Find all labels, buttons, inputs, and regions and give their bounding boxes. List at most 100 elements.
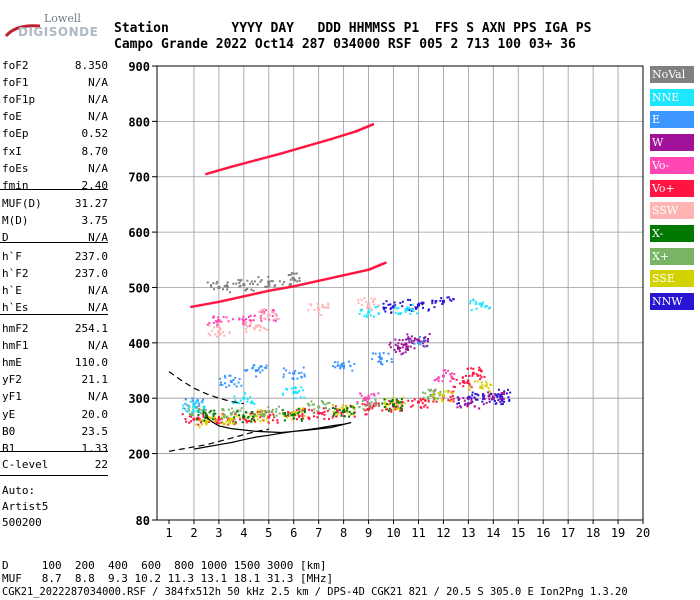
echo-point — [410, 339, 413, 342]
echo-point — [216, 421, 219, 424]
echo-point — [444, 369, 447, 372]
echo-point — [501, 403, 504, 406]
echo-point — [188, 421, 191, 424]
echo-point — [241, 421, 244, 424]
echo-point — [467, 397, 470, 400]
trace-point — [292, 285, 295, 288]
param-row: foF1 N/A — [2, 76, 108, 92]
echo-point — [271, 309, 274, 312]
echo-point — [238, 402, 241, 405]
echo-point — [222, 315, 225, 318]
echo-point — [218, 328, 221, 331]
echo-point — [364, 404, 367, 407]
trace-point — [199, 304, 202, 307]
echo-point — [266, 328, 269, 331]
echo-point — [261, 369, 264, 372]
echo-point — [228, 331, 231, 334]
echo-point — [371, 300, 374, 303]
echo-point — [302, 417, 305, 420]
echo-point — [197, 407, 201, 411]
echo-point — [282, 376, 285, 379]
echo-point — [272, 319, 275, 322]
legend-item: E — [650, 111, 694, 129]
echo-point — [365, 315, 368, 318]
echo-point — [343, 408, 346, 411]
echo-point — [401, 346, 404, 349]
echo-point — [408, 308, 411, 311]
echo-point — [271, 311, 274, 314]
trace-point — [363, 126, 366, 130]
echo-point — [213, 288, 216, 291]
echo-point — [274, 317, 277, 320]
echo-point — [282, 412, 285, 415]
echo-point — [250, 280, 253, 283]
echo-point — [479, 386, 482, 389]
echo-point — [222, 331, 225, 334]
echo-point — [357, 298, 360, 301]
trace-point — [238, 163, 241, 166]
echo-point — [407, 349, 410, 352]
echo-point — [436, 397, 439, 400]
echo-point — [500, 392, 503, 395]
echo-point — [396, 405, 399, 408]
echo-point — [214, 412, 217, 415]
echo-point — [478, 369, 481, 372]
echo-point — [259, 410, 262, 413]
echo-point — [478, 407, 481, 410]
echo-point — [210, 409, 213, 412]
param-value: 2.40 — [81, 178, 109, 192]
echo-point — [316, 302, 319, 305]
echo-point — [485, 383, 488, 386]
echo-point — [244, 317, 247, 320]
trace-point — [347, 132, 351, 135]
echo-point — [374, 404, 377, 407]
echo-point — [474, 397, 477, 400]
trace-point — [233, 297, 237, 300]
echo-point — [410, 340, 413, 343]
echo-point — [359, 392, 362, 395]
echo-point — [210, 329, 213, 332]
echo-point — [400, 353, 403, 356]
echo-point — [213, 409, 216, 412]
trace-point — [370, 267, 373, 270]
echo-point — [449, 373, 452, 376]
param-row: M(D) 3.75 — [2, 214, 108, 230]
echo-point — [406, 333, 409, 336]
echo-point — [341, 365, 344, 368]
echo-point — [366, 305, 369, 308]
echo-point — [322, 407, 325, 410]
echo-point — [208, 321, 211, 324]
echo-point — [313, 408, 316, 411]
echo-point — [390, 360, 393, 363]
echo-point — [377, 392, 380, 395]
param-key: fxI — [2, 144, 22, 158]
echo-point — [238, 285, 241, 288]
trace-point — [312, 142, 316, 146]
echo-point — [242, 414, 245, 417]
echo-point — [335, 413, 338, 416]
echo-point — [301, 409, 304, 412]
echo-point — [296, 377, 299, 380]
echo-point — [289, 273, 292, 276]
echo-point — [213, 416, 216, 419]
echo-point — [308, 404, 311, 407]
echo-point — [245, 328, 248, 331]
trace-point — [264, 290, 267, 293]
echo-point — [253, 402, 256, 405]
echo-point — [433, 392, 436, 395]
echo-point — [238, 317, 241, 320]
echo-point — [488, 395, 491, 398]
echo-point — [353, 415, 356, 418]
param-value: N/A — [88, 76, 108, 90]
echo-point — [311, 403, 314, 406]
echo-point — [238, 282, 241, 285]
echo-point — [189, 400, 192, 403]
param-key: foF2 — [2, 59, 29, 72]
echo-point — [252, 289, 255, 292]
echo-point — [257, 412, 260, 415]
trace-point — [244, 294, 248, 298]
echo-point — [256, 418, 259, 421]
echo-point — [181, 413, 184, 416]
echo-point — [441, 393, 445, 397]
echo-point — [497, 393, 500, 396]
